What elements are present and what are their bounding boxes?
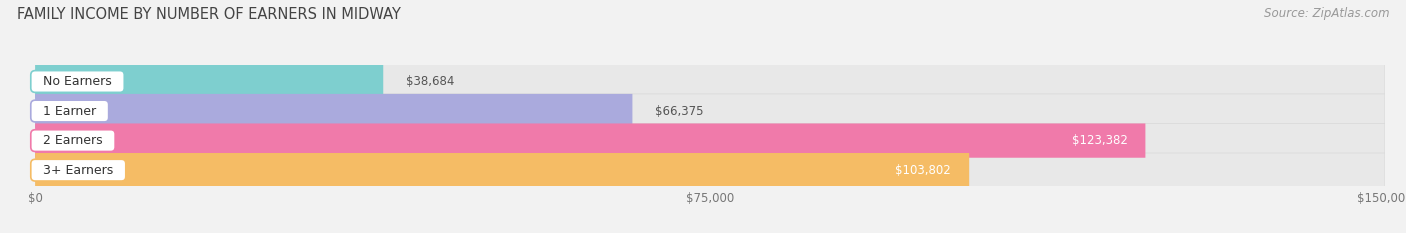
Text: Source: ZipAtlas.com: Source: ZipAtlas.com (1264, 7, 1389, 20)
Text: 1 Earner: 1 Earner (35, 105, 104, 117)
FancyBboxPatch shape (35, 64, 1385, 99)
FancyBboxPatch shape (35, 123, 1146, 158)
FancyBboxPatch shape (35, 123, 1385, 158)
FancyBboxPatch shape (35, 153, 1385, 187)
Text: $123,382: $123,382 (1071, 134, 1128, 147)
FancyBboxPatch shape (35, 153, 969, 187)
FancyBboxPatch shape (35, 94, 633, 128)
FancyBboxPatch shape (35, 64, 384, 99)
Text: 3+ Earners: 3+ Earners (35, 164, 121, 177)
Text: No Earners: No Earners (35, 75, 120, 88)
Text: FAMILY INCOME BY NUMBER OF EARNERS IN MIDWAY: FAMILY INCOME BY NUMBER OF EARNERS IN MI… (17, 7, 401, 22)
Text: $38,684: $38,684 (406, 75, 454, 88)
Text: 2 Earners: 2 Earners (35, 134, 111, 147)
Text: $66,375: $66,375 (655, 105, 703, 117)
Text: $103,802: $103,802 (896, 164, 952, 177)
FancyBboxPatch shape (35, 94, 1385, 128)
